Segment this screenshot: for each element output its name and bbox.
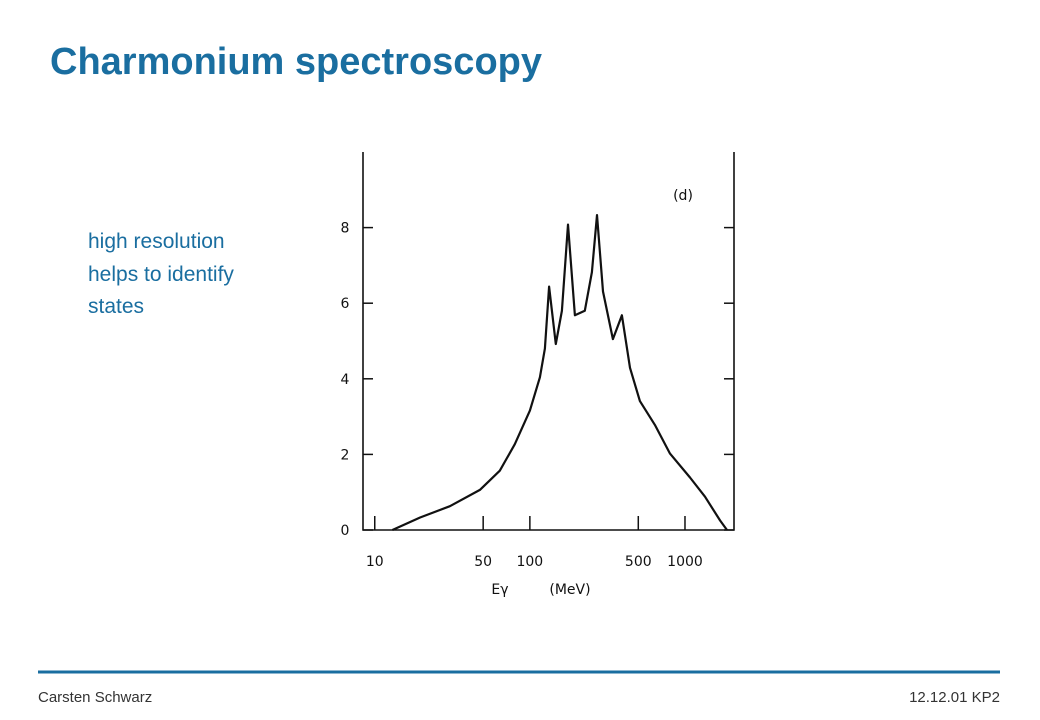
x-tick-label: 100	[516, 554, 543, 570]
x-tick-label: 10	[366, 554, 384, 570]
x-axis-label: Eγ	[491, 582, 508, 598]
body-line: states	[88, 295, 144, 318]
x-axis-unit: (MeV)	[549, 582, 590, 598]
y-tick-label: 2	[341, 447, 350, 463]
data-line	[391, 214, 728, 532]
plot-frame	[362, 152, 735, 531]
y-tick-label: 6	[341, 296, 350, 312]
x-tick-label: 1000	[667, 554, 703, 570]
x-tick-label: 500	[625, 554, 652, 570]
y-tick-label: 8	[341, 221, 350, 237]
slide-title: Charmonium spectroscopy	[50, 41, 542, 83]
body-line: high resolution	[88, 230, 225, 253]
chart: 0 2 4 6 8 10 50 100 500 1000 Eγ (MeV) (d)	[341, 152, 735, 598]
annotation: (d)	[673, 188, 693, 204]
footer-author: Carsten Schwarz	[38, 689, 152, 706]
body-line: helps to identify	[88, 263, 234, 286]
y-tick-label: 0	[341, 523, 350, 539]
x-tick-label: 50	[474, 554, 492, 570]
y-tick-label: 4	[341, 372, 350, 388]
footer-info: 12.12.01 KP2	[909, 689, 1000, 706]
